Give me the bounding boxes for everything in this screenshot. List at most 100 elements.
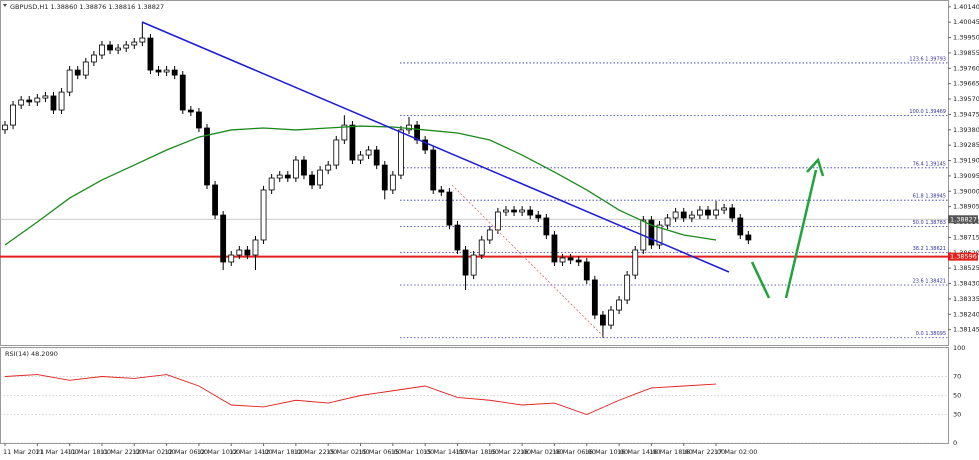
candle-body bbox=[2, 124, 8, 131]
candle-body bbox=[583, 261, 590, 281]
x-tick-label: 12 Mar 18:00 bbox=[262, 448, 305, 456]
y-tick-label: 1.39475 bbox=[953, 110, 979, 118]
candle-body bbox=[688, 214, 695, 219]
candle-body bbox=[309, 174, 315, 186]
candle-body bbox=[74, 69, 81, 76]
candle-body bbox=[446, 191, 453, 226]
candle-body bbox=[163, 69, 170, 73]
candle-body bbox=[422, 139, 429, 151]
candle-body bbox=[252, 239, 259, 256]
candle-body bbox=[26, 99, 33, 103]
candle-body bbox=[551, 234, 558, 263]
trend-line bbox=[141, 21, 730, 273]
candle-body bbox=[179, 74, 186, 111]
candle-body bbox=[737, 217, 744, 236]
candle-body bbox=[406, 124, 412, 131]
y-tick-label: 1.39190 bbox=[953, 157, 979, 165]
x-tick-label: 12 Mar 10:00 bbox=[197, 448, 240, 456]
y-tick-label: 1.39000 bbox=[953, 187, 979, 195]
candle-body bbox=[430, 149, 437, 191]
candle-body bbox=[357, 154, 364, 161]
x-tick-label: 12 Mar 02:00 bbox=[132, 448, 175, 456]
candle-body bbox=[204, 127, 210, 186]
price-panel bbox=[0, 0, 949, 346]
x-tick-label: 16 Mar 02:00 bbox=[520, 448, 563, 456]
candle-body bbox=[527, 209, 534, 216]
candle-body bbox=[575, 259, 582, 263]
support-label: 1.38596 bbox=[950, 253, 977, 261]
candle-body bbox=[325, 164, 332, 171]
candle-body bbox=[18, 99, 25, 106]
rsi-title: RSI(14) 48.2090 bbox=[5, 350, 58, 358]
candle-body bbox=[42, 95, 49, 99]
candle-body bbox=[705, 209, 711, 216]
y-tick-label: 1.39380 bbox=[953, 126, 979, 134]
y-tick-label: 1.38240 bbox=[953, 310, 979, 318]
x-tick-label: 15 Mar 06:00 bbox=[359, 448, 402, 456]
candle-body bbox=[292, 159, 299, 179]
candle-body bbox=[228, 254, 235, 263]
candle-body bbox=[664, 217, 671, 226]
x-tick-label: 15 Mar 10:00 bbox=[391, 448, 434, 456]
candle-body bbox=[591, 279, 598, 316]
candle-body bbox=[511, 209, 517, 213]
y-tick-label: 1.39095 bbox=[953, 172, 979, 180]
candle-body bbox=[349, 124, 356, 161]
candle-body bbox=[171, 69, 178, 76]
y-tick-label: 1.38715 bbox=[953, 233, 979, 241]
candle-body bbox=[220, 214, 227, 263]
candle-body bbox=[10, 104, 16, 126]
candle-body bbox=[624, 274, 631, 301]
fib-label: 76.4 1.39145 bbox=[913, 161, 946, 167]
candle-body bbox=[365, 149, 372, 156]
y-tick-label: 1.38525 bbox=[953, 264, 979, 272]
candle-body bbox=[212, 184, 218, 216]
candle-body bbox=[503, 209, 509, 213]
candle-body bbox=[745, 234, 752, 241]
support-box bbox=[948, 252, 978, 261]
candle-body bbox=[680, 211, 687, 219]
current-price-box bbox=[948, 215, 978, 224]
y-tick-label: 1.40045 bbox=[953, 18, 979, 26]
candle-body bbox=[494, 211, 501, 231]
x-tick-label: 16 Mar 06:00 bbox=[552, 448, 595, 456]
y-tick-label: 1.39285 bbox=[953, 141, 979, 149]
candle-body bbox=[139, 37, 146, 43]
candle-body bbox=[276, 174, 283, 179]
x-tick-label: 16 Mar 18:00 bbox=[649, 448, 692, 456]
x-tick-label: 16 Mar 22:00 bbox=[682, 448, 725, 456]
arrow-down bbox=[750, 261, 771, 299]
fib-label: 38.2 1.38621 bbox=[913, 246, 946, 252]
x-tick-label: 15 Mar 14:00 bbox=[423, 448, 466, 456]
candle-body bbox=[559, 257, 566, 263]
candle-body bbox=[260, 189, 267, 241]
candle-body bbox=[131, 41, 138, 46]
moving-average bbox=[4, 125, 717, 246]
candle-body bbox=[632, 249, 639, 276]
rsi-tick-label: 70 bbox=[953, 373, 961, 381]
rsi-line bbox=[4, 374, 717, 415]
y-tick-label: 1.38145 bbox=[953, 326, 979, 334]
candle-body bbox=[236, 249, 243, 256]
candle-body bbox=[301, 159, 307, 176]
candle-body bbox=[519, 209, 526, 213]
fib-label: 23.6 1.38421 bbox=[913, 278, 946, 284]
rsi-tick-label: 50 bbox=[953, 392, 961, 400]
candle-body bbox=[616, 299, 622, 311]
candle-body bbox=[58, 91, 65, 111]
candle-body bbox=[82, 61, 89, 76]
candle-body bbox=[462, 249, 469, 276]
fib-label: 61.8 1.38945 bbox=[913, 194, 946, 200]
candle-body bbox=[90, 54, 97, 63]
x-tick-label: 15 Mar 02:00 bbox=[326, 448, 369, 456]
candle-body bbox=[373, 149, 380, 166]
candle-body bbox=[608, 309, 614, 326]
candle-body bbox=[567, 257, 574, 261]
candle-body bbox=[543, 217, 550, 236]
x-tick-label: 15 Mar 18:00 bbox=[455, 448, 498, 456]
candle-body bbox=[696, 209, 703, 216]
candle-body bbox=[196, 111, 202, 129]
fib-label: 50.0 1.38783 bbox=[913, 220, 946, 226]
candle-body bbox=[66, 69, 73, 93]
candle-body bbox=[115, 47, 122, 51]
